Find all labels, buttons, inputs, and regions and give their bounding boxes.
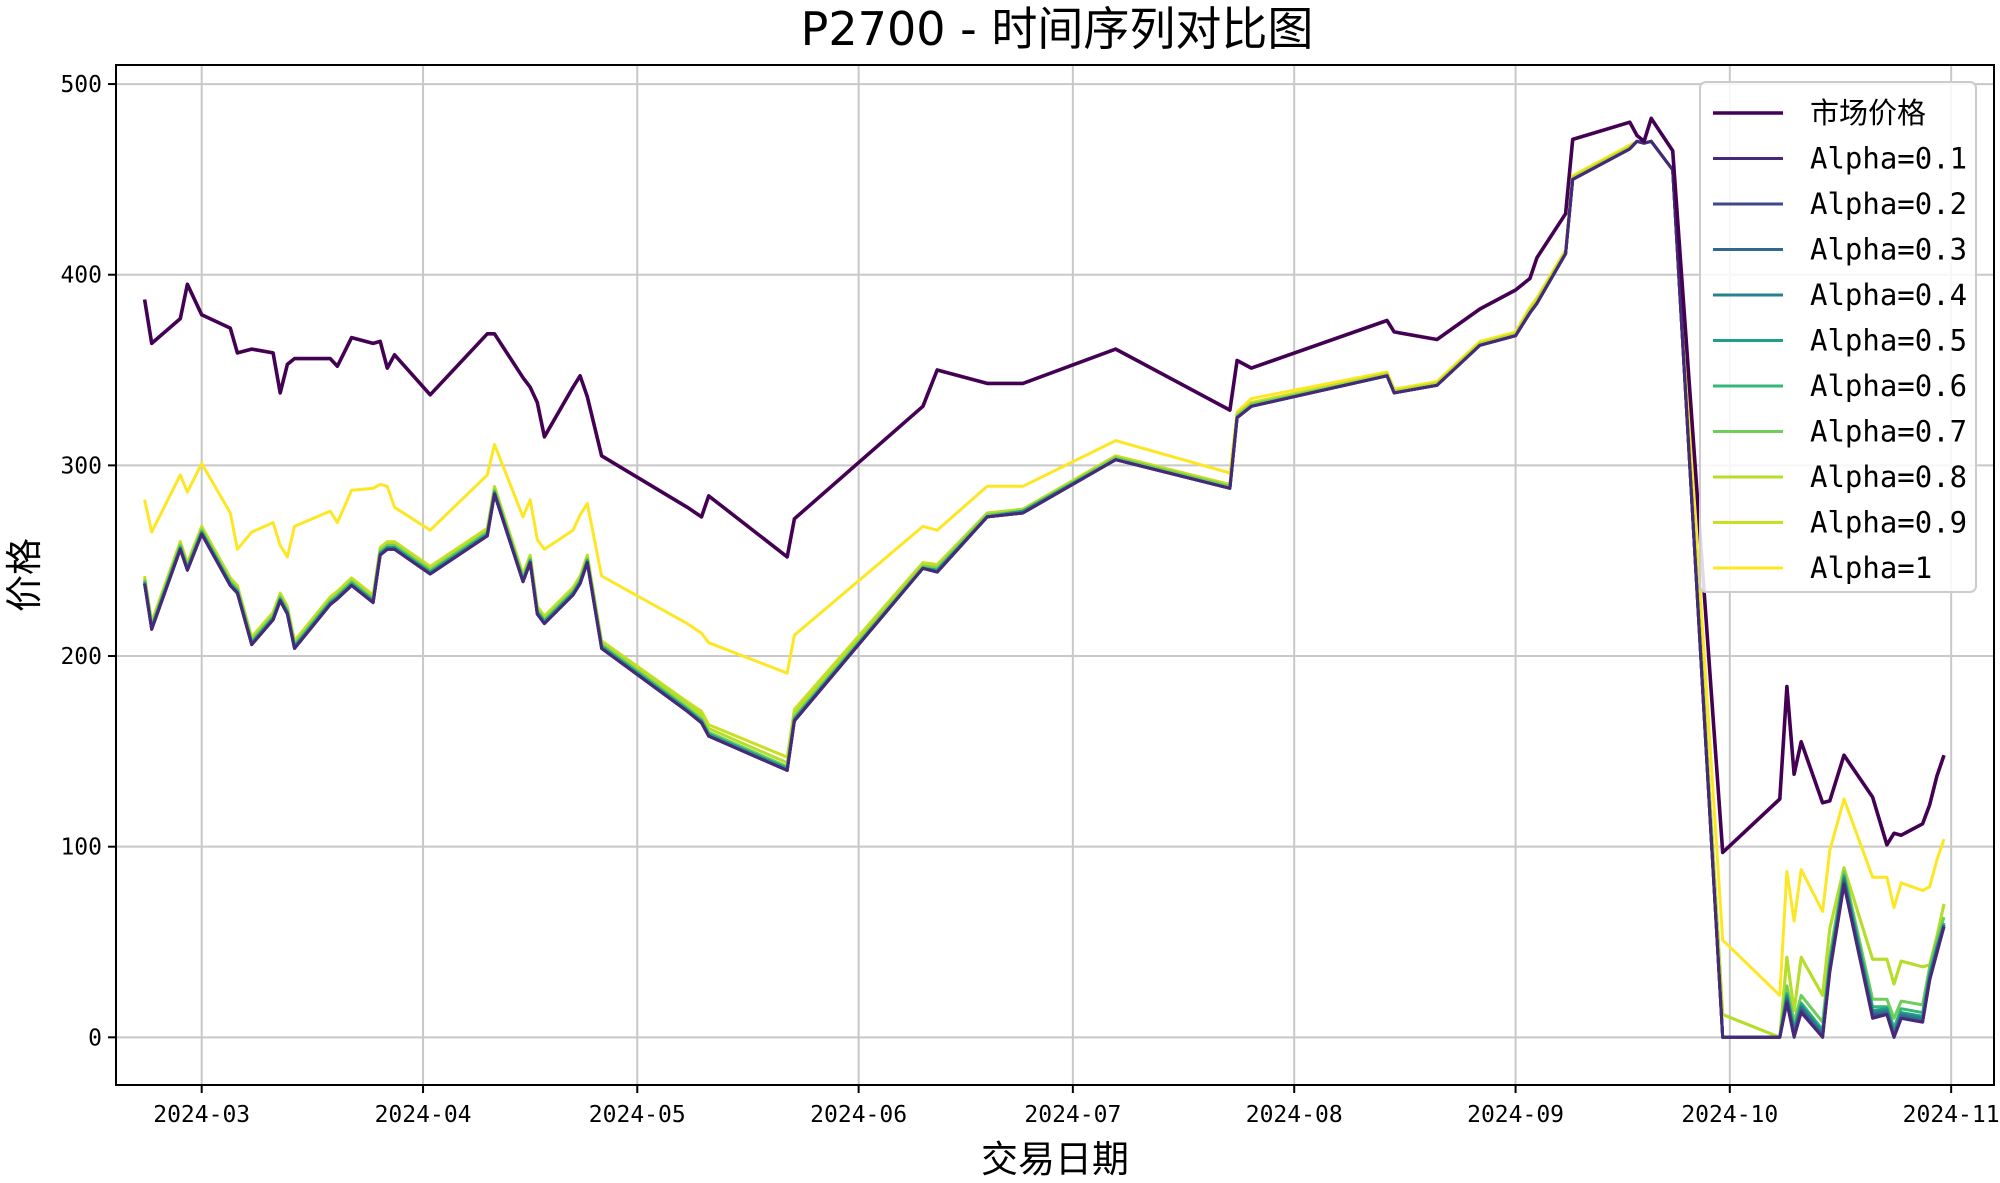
y-tick-label: 100 xyxy=(60,835,102,861)
x-tick-label: 2024-09 xyxy=(1467,1102,1564,1128)
legend: 市场价格 Alpha=0.1 Alpha=0.2 Alpha=0.3 Alpha=0.4… xyxy=(1699,81,1977,593)
x-tick-label: 2024-05 xyxy=(589,1102,686,1128)
legend-frame xyxy=(1699,81,1977,593)
x-tick-label: 2024-06 xyxy=(810,1102,907,1128)
y-tick-label: 300 xyxy=(60,453,102,479)
x-axis-label: 交易日期 xyxy=(981,1138,1129,1181)
x-tick-label: 2024-11 xyxy=(1903,1102,2000,1128)
y-tick-label: 200 xyxy=(60,644,102,670)
chart-title: P2700 - 时间序列对比图 xyxy=(801,2,1314,56)
legend-label: Alpha=0.9 xyxy=(1810,506,1967,540)
legend-label: Alpha=0.6 xyxy=(1810,369,1967,403)
legend-label: Alpha=1 xyxy=(1810,551,1932,585)
y-tick-label: 0 xyxy=(88,1025,102,1051)
x-tick-label: 2024-07 xyxy=(1024,1102,1121,1128)
series-lines xyxy=(142,116,1946,1039)
x-tick-label: 2024-10 xyxy=(1681,1102,1778,1128)
x-tick-label: 2024-03 xyxy=(153,1102,250,1128)
legend-label: Alpha=0.8 xyxy=(1810,460,1967,494)
legend-label: Alpha=0.5 xyxy=(1810,324,1967,358)
legend-label: Alpha=0.4 xyxy=(1810,278,1967,312)
series-line-0 xyxy=(142,116,1946,855)
legend-label: Alpha=0.2 xyxy=(1810,187,1967,221)
series-line-10 xyxy=(143,139,1946,997)
series-line-1 xyxy=(143,139,1946,1039)
x-tick-label: 2024-08 xyxy=(1246,1102,1343,1128)
y-tick-label: 400 xyxy=(60,263,102,289)
plot-frame xyxy=(115,64,1995,1086)
y-axis-label: 价格 xyxy=(3,538,46,612)
y-tick-label: 500 xyxy=(60,72,102,98)
legend-label: Alpha=0.1 xyxy=(1810,142,1967,176)
y-axis-ticks: 0 100 200 300 400 500 xyxy=(60,72,116,1051)
legend-label: Alpha=0.7 xyxy=(1810,415,1967,449)
x-tick-label: 2024-04 xyxy=(375,1102,472,1128)
x-axis-ticks: 2024-03 2024-04 2024-05 2024-06 2024-07 2024-… xyxy=(153,1085,2000,1128)
legend-label: Alpha=0.3 xyxy=(1810,233,1967,267)
legend-label: 市场价格 xyxy=(1810,96,1926,130)
